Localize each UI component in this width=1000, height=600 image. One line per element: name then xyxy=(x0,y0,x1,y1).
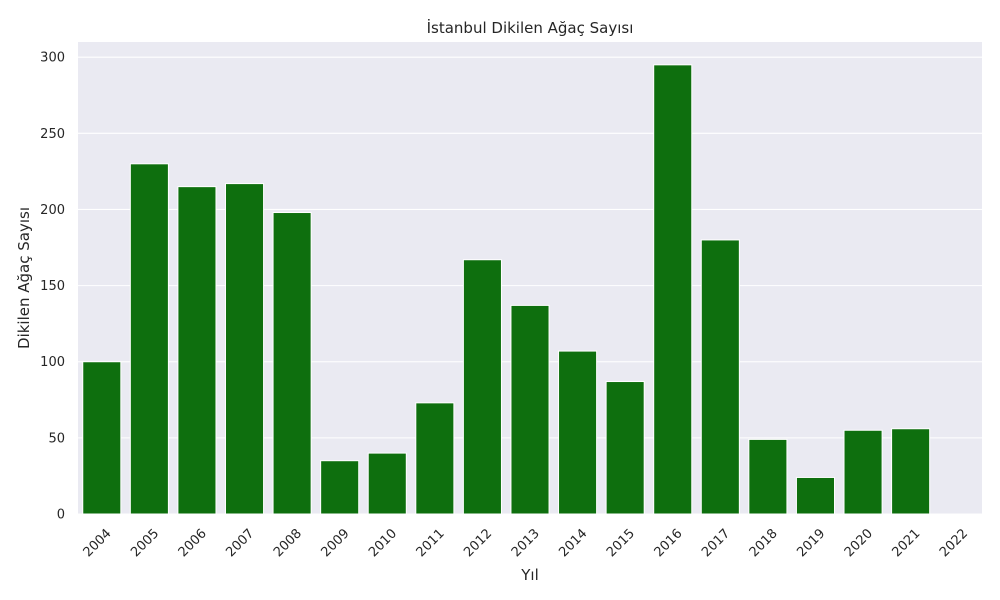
x-tick-label: 2015 xyxy=(604,526,638,560)
y-tick-label: 150 xyxy=(40,279,65,294)
bar-2021 xyxy=(891,428,931,515)
bar-2020 xyxy=(843,429,883,515)
x-tick-label: 2022 xyxy=(937,526,971,560)
bar-2005 xyxy=(129,163,169,515)
bar-2012 xyxy=(462,259,502,515)
bars xyxy=(82,64,931,515)
bar-2010 xyxy=(367,452,407,515)
x-tick-label: 2009 xyxy=(319,526,353,560)
y-tick-label: 100 xyxy=(40,355,65,370)
y-axis-label: Dikilen Ağaç Sayısı xyxy=(15,207,33,349)
y-tick-label: 50 xyxy=(48,431,65,446)
x-tick-label: 2007 xyxy=(223,526,257,560)
x-tick-label: 2020 xyxy=(842,526,876,560)
y-tick-label: 300 xyxy=(40,51,65,66)
x-axis-label: Yıl xyxy=(520,566,539,584)
x-tick-label: 2017 xyxy=(699,526,733,560)
y-tick-label: 0 xyxy=(57,508,65,523)
bar-2014 xyxy=(558,350,598,515)
x-tick-label: 2021 xyxy=(889,526,923,560)
bar-2018 xyxy=(748,438,788,515)
bar-2019 xyxy=(795,476,836,515)
bar-2009 xyxy=(320,460,360,515)
bar-2011 xyxy=(415,402,455,515)
bar-2016 xyxy=(653,64,693,515)
bar-2008 xyxy=(272,212,312,515)
x-tick-label: 2018 xyxy=(747,526,781,560)
x-tick-label: 2019 xyxy=(794,526,828,560)
x-tick-label: 2016 xyxy=(652,526,686,560)
y-tick-label: 250 xyxy=(40,127,65,142)
x-tick-label: 2014 xyxy=(556,526,590,560)
bar-2015 xyxy=(605,381,645,515)
bar-2006 xyxy=(177,186,217,515)
x-tick-label: 2005 xyxy=(128,526,162,560)
bar-2007 xyxy=(224,183,265,515)
y-tick-label: 200 xyxy=(40,203,65,218)
y-tick-labels: 0 50 100 150 200 250 300 xyxy=(40,51,65,523)
x-tick-label: 2013 xyxy=(509,526,543,560)
x-tick-label: 2011 xyxy=(414,526,448,560)
x-tick-label: 2010 xyxy=(366,526,400,560)
x-tick-labels: 2004 2005 2006 2007 2008 2009 2010 2011 2012 2013… xyxy=(81,526,971,560)
bar-2017 xyxy=(700,239,740,515)
x-tick-label: 2004 xyxy=(81,526,115,560)
x-tick-label: 2006 xyxy=(176,526,210,560)
chart-title: İstanbul Dikilen Ağaç Sayısı xyxy=(427,18,634,37)
x-tick-label: 2008 xyxy=(271,526,305,560)
x-tick-label: 2012 xyxy=(461,526,495,560)
bar-2004 xyxy=(82,361,122,515)
bar-2013 xyxy=(510,304,550,515)
